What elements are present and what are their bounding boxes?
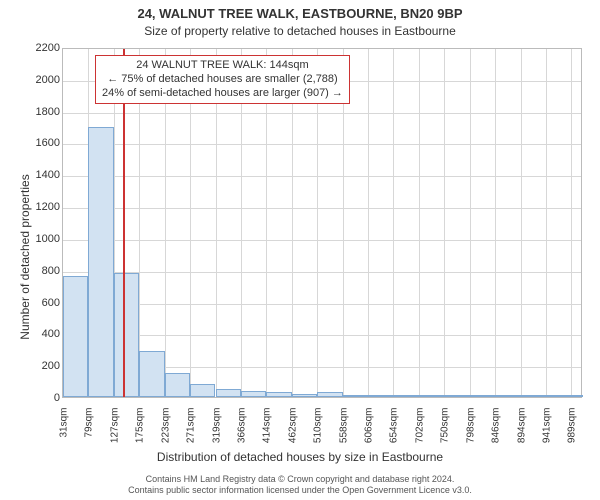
- gridline-v: [444, 49, 445, 397]
- footer-line-2: Contains public sector information licen…: [0, 485, 600, 496]
- chart-container: 24, WALNUT TREE WALK, EASTBOURNE, BN20 9…: [0, 0, 600, 500]
- histogram-bar: [521, 395, 546, 397]
- plot-area: 24 WALNUT TREE WALK: 144sqm← 75% of deta…: [62, 48, 582, 398]
- histogram-bar: [317, 392, 342, 397]
- y-tick-label: 600: [30, 297, 60, 309]
- gridline-v: [571, 49, 572, 397]
- chart-subtitle: Size of property relative to detached ho…: [0, 24, 600, 38]
- histogram-bar: [114, 273, 139, 397]
- gridline-h: [63, 335, 581, 336]
- gridline-v: [470, 49, 471, 397]
- x-axis-label: Distribution of detached houses by size …: [0, 450, 600, 464]
- gridline-h: [63, 144, 581, 145]
- y-tick-label: 0: [30, 392, 60, 404]
- annotation-line-3: 24% of semi-detached houses are larger (…: [102, 87, 343, 101]
- histogram-bar: [419, 395, 444, 397]
- histogram-bar: [190, 384, 215, 397]
- histogram-bar: [470, 395, 495, 397]
- gridline-h: [63, 240, 581, 241]
- histogram-bar: [63, 276, 88, 397]
- gridline-v: [546, 49, 547, 397]
- y-tick-label: 1400: [30, 169, 60, 181]
- histogram-bar: [546, 395, 571, 397]
- footer-line-1: Contains HM Land Registry data © Crown c…: [0, 474, 600, 485]
- y-tick-label: 2200: [30, 42, 60, 54]
- y-tick-label: 2000: [30, 74, 60, 86]
- y-tick-label: 800: [30, 265, 60, 277]
- footer-attribution: Contains HM Land Registry data © Crown c…: [0, 474, 600, 496]
- histogram-bar: [444, 395, 469, 397]
- gridline-h: [63, 176, 581, 177]
- histogram-bar: [495, 395, 520, 397]
- gridline-v: [521, 49, 522, 397]
- histogram-bar: [241, 391, 266, 397]
- histogram-bar: [216, 389, 241, 397]
- gridline-v: [419, 49, 420, 397]
- gridline-v: [393, 49, 394, 397]
- gridline-h: [63, 304, 581, 305]
- gridline-h: [63, 113, 581, 114]
- histogram-bar: [88, 127, 113, 397]
- gridline-v: [495, 49, 496, 397]
- y-tick-label: 1600: [30, 137, 60, 149]
- histogram-bar: [343, 395, 368, 397]
- gridline-v: [368, 49, 369, 397]
- y-tick-label: 1000: [30, 233, 60, 245]
- annotation-line-1: 24 WALNUT TREE WALK: 144sqm: [102, 59, 343, 73]
- gridline-h: [63, 272, 581, 273]
- histogram-bar: [368, 395, 393, 397]
- y-tick-label: 400: [30, 328, 60, 340]
- gridline-h: [63, 208, 581, 209]
- histogram-bar: [393, 395, 418, 397]
- annotation-box: 24 WALNUT TREE WALK: 144sqm← 75% of deta…: [95, 55, 350, 104]
- y-tick-label: 200: [30, 360, 60, 372]
- y-axis-label: Number of detached properties: [18, 157, 32, 357]
- histogram-bar: [165, 373, 190, 397]
- chart-title: 24, WALNUT TREE WALK, EASTBOURNE, BN20 9…: [0, 6, 600, 21]
- histogram-bar: [266, 392, 291, 397]
- y-tick-label: 1800: [30, 106, 60, 118]
- histogram-bar: [292, 394, 317, 397]
- annotation-line-2: ← 75% of detached houses are smaller (2,…: [102, 73, 343, 87]
- histogram-bar: [571, 395, 583, 397]
- histogram-bar: [139, 351, 164, 397]
- y-tick-label: 1200: [30, 201, 60, 213]
